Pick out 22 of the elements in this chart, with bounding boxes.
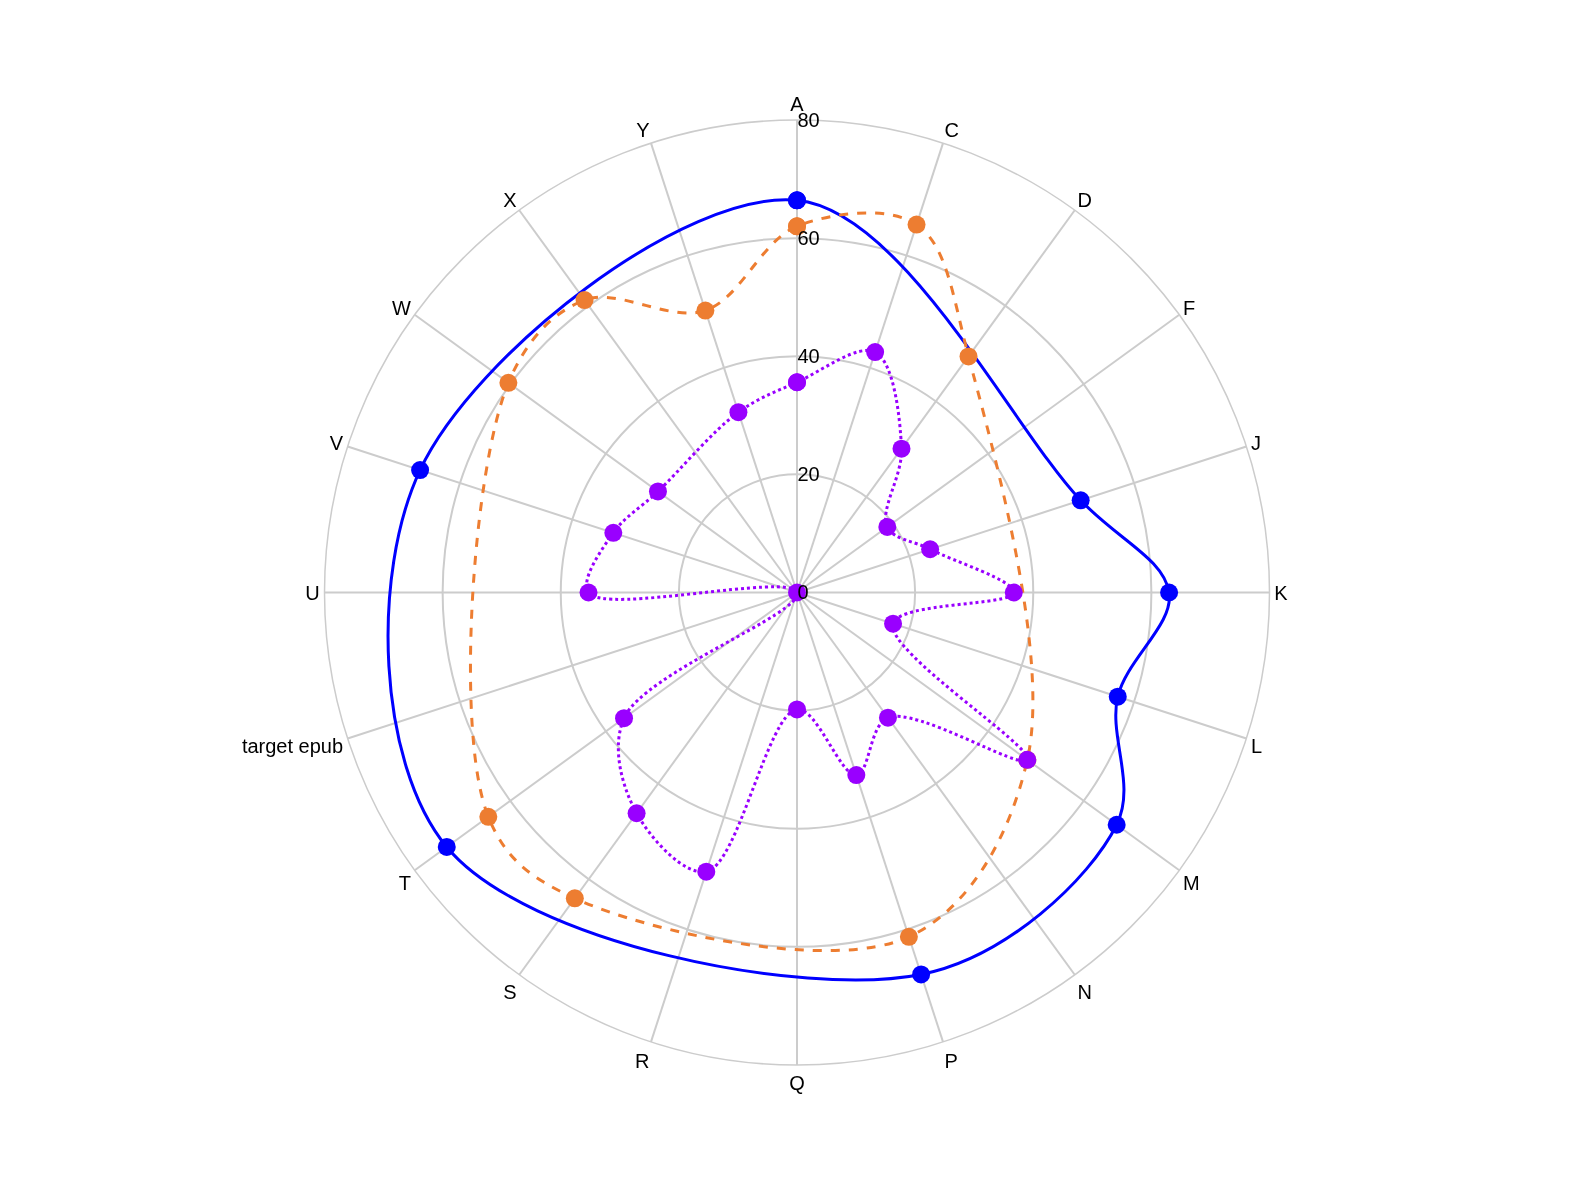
- spoke-label: T: [398, 872, 411, 895]
- spoke-label: F: [1183, 297, 1196, 320]
- spoke-label: D: [1077, 189, 1092, 212]
- spoke-label: target epub: [241, 734, 344, 757]
- y-tick-label: 60: [797, 226, 820, 249]
- spoke-label: W: [392, 297, 412, 320]
- spoke-label: P: [944, 1049, 958, 1072]
- spoke-label: J: [1250, 432, 1261, 455]
- y-tick-label: 40: [797, 344, 820, 367]
- spoke-label: V: [329, 432, 344, 455]
- spoke-label: Q: [789, 1071, 805, 1094]
- spoke-label: X: [503, 189, 517, 212]
- spoke-label: R: [635, 1049, 650, 1072]
- spoke-label: M: [1183, 872, 1200, 895]
- spoke-label: N: [1077, 980, 1092, 1003]
- spoke-label: L: [1250, 734, 1263, 757]
- spoke-label: K: [1274, 581, 1289, 604]
- spoke-label: S: [503, 980, 517, 1003]
- spoke-label: U: [305, 581, 320, 604]
- spoke-label: C: [944, 118, 959, 141]
- spoke-label: Y: [636, 118, 650, 141]
- y-tick-label: 20: [797, 462, 820, 485]
